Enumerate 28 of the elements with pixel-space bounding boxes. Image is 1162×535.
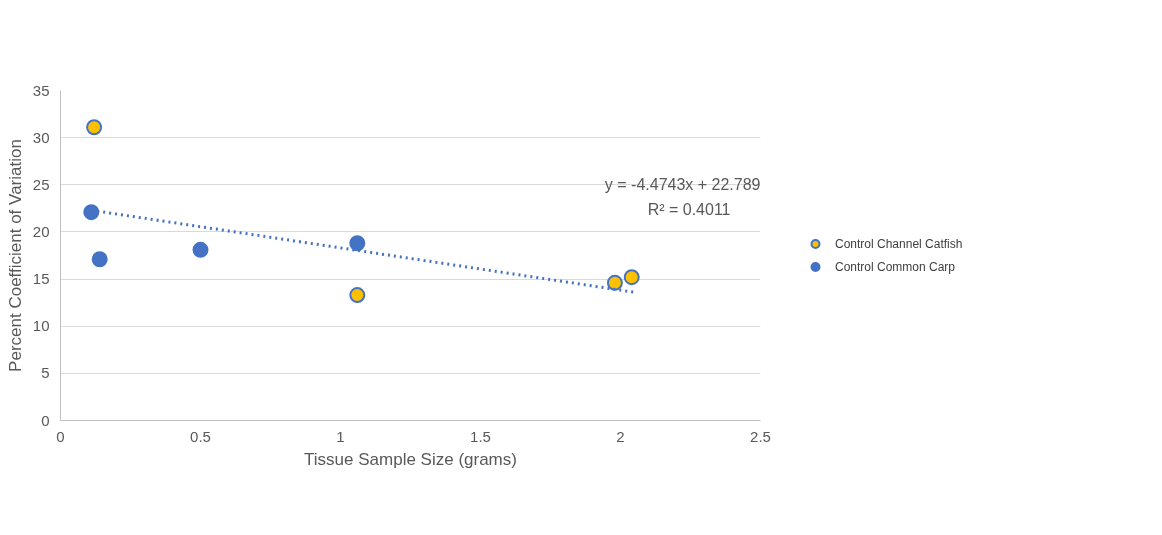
x-tick-label: 1 [336, 427, 345, 445]
point [86, 119, 103, 136]
point [606, 274, 623, 291]
y-tick-label: 0 [41, 411, 50, 429]
point [91, 251, 108, 268]
y-tick-label: 15 [32, 270, 50, 288]
annotation: y = -4.4743x + 22.789 [604, 176, 761, 194]
x-tick-label: 2.5 [750, 427, 771, 445]
y-tick-label: 25 [32, 175, 50, 193]
annotation: R² = 0.4011 [647, 200, 731, 218]
point [349, 287, 366, 304]
y-tick-label: 10 [32, 317, 50, 335]
x-tick-label: 1.5 [470, 427, 491, 445]
y-tick-label: 30 [32, 128, 50, 146]
y-tick-label: 20 [32, 222, 50, 240]
y-tick-label: 35 [32, 81, 50, 99]
y-tick-label: 5 [41, 364, 50, 382]
x-axis-title: Tissue Sample Size (grams) [304, 449, 517, 469]
legend-label: Control Common Carp [835, 259, 956, 274]
x-tick-label: 0.5 [190, 427, 211, 445]
point [623, 269, 640, 286]
y-axis-title: Percent Coefficient of Variation [5, 139, 25, 372]
legend-label: Control Channel Catfish [835, 236, 963, 251]
x-tick-label: 2 [616, 427, 625, 445]
point [349, 235, 366, 252]
x-tick-label: 0 [56, 427, 65, 445]
point [192, 241, 209, 258]
point [83, 204, 100, 221]
